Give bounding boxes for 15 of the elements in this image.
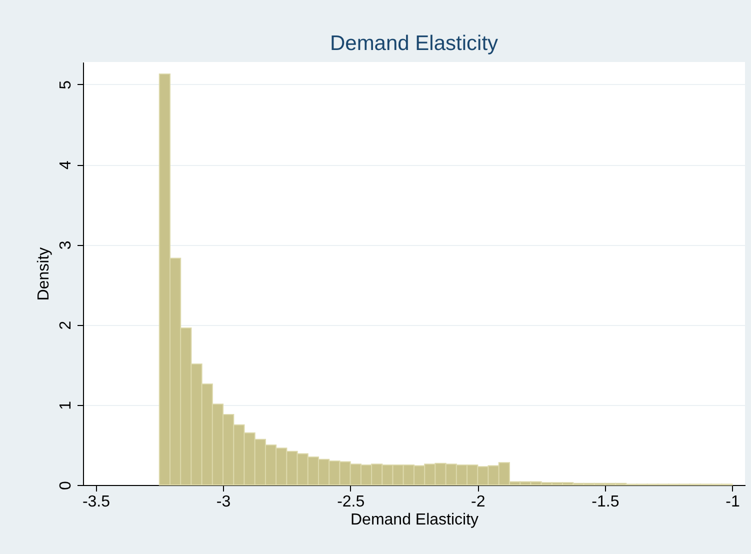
x-tick-label: -1.5	[592, 494, 620, 510]
x-tick-label: -2.5	[337, 494, 365, 510]
y-axis-title: Density	[36, 247, 52, 301]
y-tick-label: 2	[58, 320, 74, 330]
y-tick-label: 5	[58, 80, 74, 90]
x-tick-label: -1	[726, 494, 740, 510]
y-tick-label: 3	[58, 240, 74, 250]
y-tick-label: 1	[58, 400, 74, 410]
chart-title: Demand Elasticity	[330, 32, 499, 55]
y-tick-label: 0	[58, 480, 74, 490]
x-tick-label: -3.5	[82, 494, 110, 510]
x-tick-label: -3	[216, 494, 231, 510]
x-tick-label: -2	[471, 494, 486, 510]
x-axis-title: Demand Elasticity	[350, 512, 479, 528]
y-tick-label: 4	[58, 160, 74, 170]
